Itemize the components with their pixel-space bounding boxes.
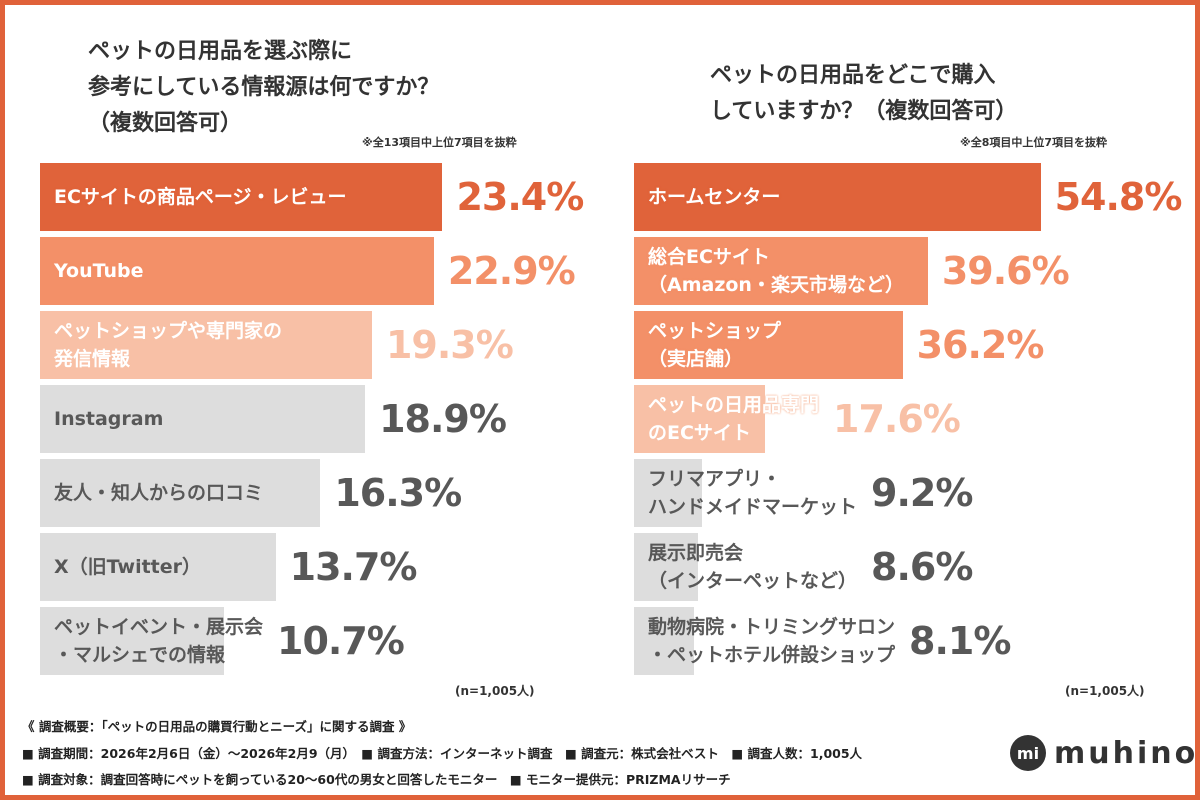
bar [634,237,928,305]
left-bar-chart: ECサイトの商品ページ・レビュー 23.4% YouTube 22.9% ペットショップ… [40,163,600,681]
bar-row: ペットショップ （実店舗） 36.2% [634,311,1174,379]
value-label: 10.7% [277,619,405,663]
right-chart-note: ※全8項目中上位7項目を抜粋 [960,136,1108,149]
bar [634,311,903,379]
value-label: 8.6% [871,545,973,589]
category-label: ペットイベント・展示会 ・マルシェでの情報 [54,616,264,666]
bar-row: ペットイベント・展示会 ・マルシェでの情報 10.7% [40,607,600,675]
bar [634,533,698,601]
logo-mark-icon: mi [1010,735,1046,771]
bar [40,163,443,231]
logo-wordmark: muhino [1054,735,1199,771]
bar [40,533,276,601]
bar [40,459,321,527]
value-label: 13.7% [289,545,418,589]
bar-row: ECサイトの商品ページ・レビュー 23.4% [40,163,600,231]
value-label: 36.2% [916,323,1045,367]
survey-details: ■ 調査期間：2026年2月6日（金）〜2026年2月9（月） ■ 調査方法：イ… [22,746,863,761]
category-label: 動物病院・トリミングサロン ・ペットホテル併設ショップ [648,616,896,666]
right-bar-chart: ホームセンター 54.8% 総合ECサイト （Amazon・楽天市場など） 39.6%… [634,163,1182,681]
value-label: 9.2% [871,471,973,515]
value-label: 22.9% [447,249,576,293]
bar-row: ペットの日用品専門 のECサイト 17.6% [634,385,1174,453]
bar-row: 総合ECサイト （Amazon・楽天市場など） 39.6% [634,237,1174,305]
bar [634,163,1041,231]
logo: mi muhino [1010,735,1198,771]
bar-row: Instagram 18.9% [40,385,600,453]
bar [634,459,703,527]
bar [634,385,765,453]
bar-row: 友人・知人からの口コミ 16.3% [40,459,600,527]
left-chart-note: ※全13項目中上位7項目を抜粋 [362,136,517,149]
survey-target: ■ 調査対象：調査回答時にペットを飼っている20〜60代の男女と回答したモニター… [22,772,731,787]
value-label: 19.3% [385,323,514,367]
category-label: YouTube [54,260,144,282]
bar [40,607,225,675]
bar-row: ホームセンター 54.8% [634,163,1182,231]
bar-row: 動物病院・トリミングサロン ・ペットホテル併設ショップ 8.1% [634,607,1174,675]
category-label: Instagram [54,408,164,430]
category-label: 展示即売会 （インターペットなど） [648,542,858,592]
bar [40,237,434,305]
bar-row: YouTube 22.9% [40,237,600,305]
value-label: 39.6% [941,249,1070,293]
value-label: 17.6% [833,397,961,441]
value-label: 8.1% [909,619,1011,663]
bar-row: フリマアプリ・ ハンドメイドマーケット 9.2% [634,459,1174,527]
bar-row: 展示即売会 （インターペットなど） 8.6% [634,533,1174,601]
value-label: 54.8% [1054,175,1183,219]
category-label: 友人・知人からの口コミ [54,482,264,504]
left-chart-title: ペットの日用品を選ぶ際に 参考にしている情報源は何ですか？ （複数回答可） [88,39,440,136]
category-label: ペットの日用品専門 のECサイト [648,394,820,444]
bar [634,607,695,675]
category-label: X（旧Twitter） [54,556,202,578]
category-label: 総合ECサイト （Amazon・楽天市場など） [648,246,904,296]
bar-row: ペットショップや専門家の 発信情報 19.3% [40,311,600,379]
category-label: ECサイトの商品ページ・レビュー [54,186,347,208]
bar [40,311,372,379]
category-label: フリマアプリ・ ハンドメイドマーケット [648,468,858,518]
bar [40,385,366,453]
value-label: 23.4% [456,175,584,219]
value-label: 16.3% [334,471,462,515]
bar-row: X（旧Twitter） 13.7% [40,533,600,601]
survey-summary-title: 《 調査概要：「ペットの日用品の購買行動とニーズ」に関する調査 》 [22,719,412,734]
category-label: ペットショップや専門家の 発信情報 [54,320,283,370]
value-label: 18.9% [379,397,507,441]
right-chart-title: ペットの日用品をどこで購入 していますか？（複数回答可） [710,63,1018,124]
right-sample-size: (n=1,005人) [1065,684,1145,698]
left-sample-size: (n=1,005人) [455,684,535,698]
category-label: ホームセンター [648,186,781,208]
category-label: ペットショップ （実店舗） [648,320,782,370]
